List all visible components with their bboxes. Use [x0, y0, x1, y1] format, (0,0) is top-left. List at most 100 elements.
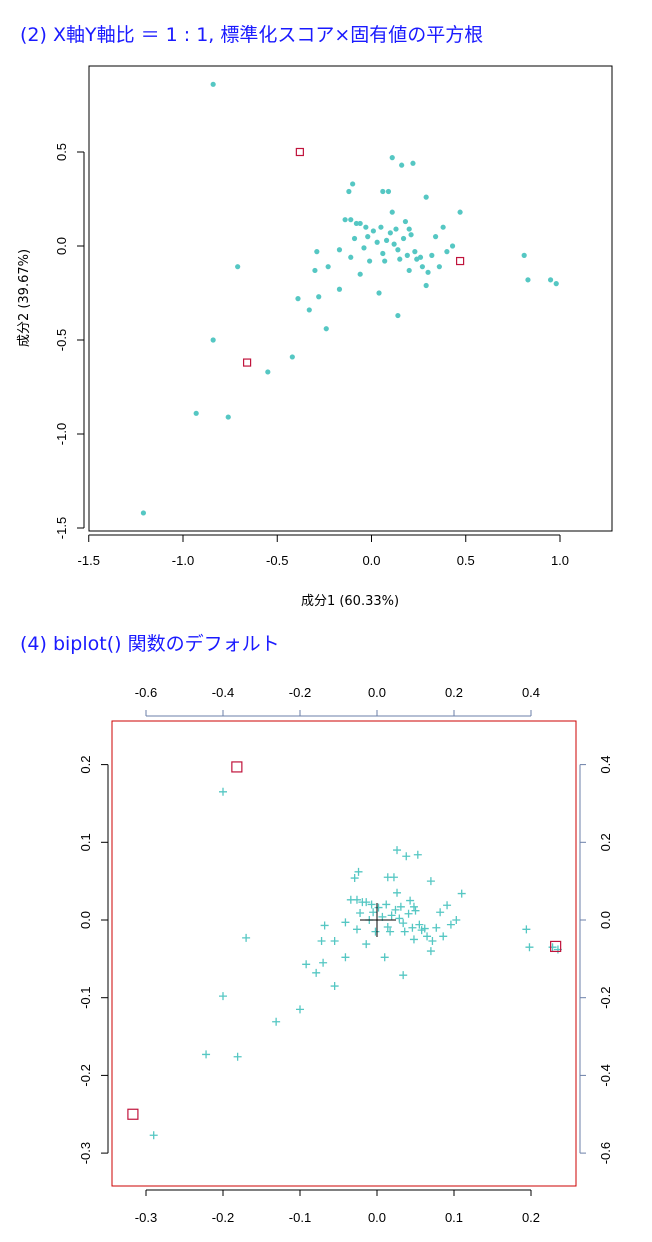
- chart-2-right-tick-label: -0.2: [598, 986, 613, 1008]
- chart-2-point: [382, 900, 391, 909]
- chart-1-point: [449, 243, 456, 249]
- chart-1-point: [357, 220, 363, 227]
- chart-1-point: [387, 230, 393, 236]
- chart-2-point: [242, 933, 251, 942]
- chart-1-point: [336, 247, 343, 253]
- chart-1-point: [235, 264, 241, 270]
- chart-2-point: [374, 903, 383, 912]
- chart-1-y-axis-label: 成分2 (39.67%): [17, 249, 32, 347]
- chart-1-point: [397, 256, 403, 262]
- chart-1-point: [365, 234, 371, 240]
- chart-1-point: [225, 414, 231, 420]
- chart-1-point: [436, 264, 442, 270]
- chart-2-highlight-marker: [127, 1108, 139, 1120]
- chart-1-x-tick-label: -1.0: [172, 553, 194, 568]
- chart-1-point: [391, 241, 397, 247]
- chart-2-point: [436, 908, 445, 917]
- chart-2-point: [202, 1050, 211, 1059]
- chart-2-point: [406, 896, 415, 905]
- chart-1-point: [193, 410, 199, 416]
- chart-2-top-tick-label: 0.2: [445, 685, 463, 700]
- chart-2-point: [219, 787, 227, 796]
- chart-2-point: [367, 900, 376, 909]
- chart-2-point: [443, 901, 452, 910]
- chart-1-point: [389, 155, 395, 161]
- chart-2-point: [341, 953, 350, 962]
- chart-1-heading: (2) X軸Y軸比 ＝ 1 : 1, 標準化スコア×固有値の平方根: [20, 24, 484, 46]
- chart-2-heading: (4) biplot() 関数のデフォルト: [20, 633, 280, 655]
- chart-1-point: [408, 232, 414, 238]
- chart-2-point: [233, 1052, 242, 1061]
- chart-2-bottom-tick-label: -0.1: [289, 1210, 311, 1225]
- chart-1-point: [423, 194, 429, 200]
- chart-2-bottom-tick-label: 0.0: [368, 1210, 386, 1225]
- chart-2-point: [428, 936, 437, 945]
- chart-1-point: [412, 249, 418, 255]
- chart-1-x-tick-label: 0.5: [457, 553, 475, 568]
- chart-2-point: [457, 889, 466, 898]
- chart-2-point: [452, 916, 461, 924]
- chart-2-point: [330, 982, 339, 991]
- chart-2-right-tick-label: 0.4: [598, 756, 613, 774]
- chart-2-point: [319, 958, 328, 967]
- chart-2-point: [409, 935, 418, 944]
- chart-2-point: [525, 943, 534, 952]
- chart-2-point: [320, 921, 329, 930]
- chart-1-point: [410, 160, 416, 166]
- chart-1-point: [353, 220, 360, 227]
- chart-1-point: [306, 307, 312, 313]
- chart-1-point: [525, 277, 531, 283]
- chart-2-point: [548, 943, 557, 952]
- chart-1-point: [323, 326, 329, 332]
- chart-2-point: [423, 932, 432, 941]
- chart-2-bottom-tick-label: -0.2: [212, 1210, 234, 1225]
- chart-1-highlight-marker: [455, 256, 465, 266]
- chart-2-point: [302, 960, 311, 969]
- chart-2-point: [219, 992, 227, 1001]
- chart-2-highlight-marker: [231, 761, 243, 773]
- chart-2-point: [389, 873, 398, 882]
- chart-1-point: [429, 252, 435, 258]
- chart-1-point: [314, 249, 320, 255]
- chart-1-point: [346, 188, 352, 195]
- chart-2-point: [408, 923, 417, 932]
- chart-2-left-tick-label: 0.0: [78, 911, 93, 929]
- chart-2-right-tick-label: 0.2: [598, 833, 613, 851]
- chart-1-point: [351, 235, 358, 242]
- chart-2-plot-frame: [111, 720, 577, 1187]
- chart-2-point: [352, 895, 361, 904]
- chart-2-point: [432, 923, 441, 932]
- chart-1-point: [385, 188, 392, 195]
- chart-1-point: [316, 294, 322, 300]
- chart-2-point: [369, 908, 378, 917]
- chart-2-point: [409, 902, 418, 911]
- chart-1-x-tick-label: -0.5: [266, 553, 288, 568]
- chart-1-x-tick-label: 0.0: [362, 553, 380, 568]
- chart-2-top-tick-label: 0.0: [368, 685, 386, 700]
- chart-1-point: [444, 249, 450, 255]
- chart-2-point: [296, 1005, 304, 1014]
- chart-2-left-tick-label: -0.3: [78, 1142, 93, 1164]
- chart-1-point: [342, 217, 348, 223]
- chart-1-point: [140, 510, 147, 516]
- chart-2-point: [330, 936, 339, 945]
- chart-1-point: [399, 162, 405, 168]
- chart-1-point: [374, 239, 380, 245]
- chart-1-point: [295, 296, 301, 302]
- chart-2-point: [391, 905, 400, 914]
- chart-2-point: [399, 919, 408, 928]
- chart-1-point: [419, 264, 425, 270]
- chart-2-left-tick-label: -0.2: [78, 1064, 93, 1086]
- chart-1-point: [400, 235, 407, 242]
- chart-2-point: [399, 971, 408, 980]
- chart-1-point: [378, 224, 384, 230]
- chart-2-point: [402, 852, 411, 861]
- chart-2-point: [383, 922, 392, 931]
- chart-1-point: [380, 250, 386, 257]
- chart-2-point: [362, 940, 371, 949]
- chart-2-point: [522, 925, 531, 934]
- chart-1-highlight-marker: [242, 358, 252, 367]
- chart-2-right-tick-label: -0.4: [598, 1064, 613, 1086]
- chart-2-top-tick-label: -0.4: [212, 685, 234, 700]
